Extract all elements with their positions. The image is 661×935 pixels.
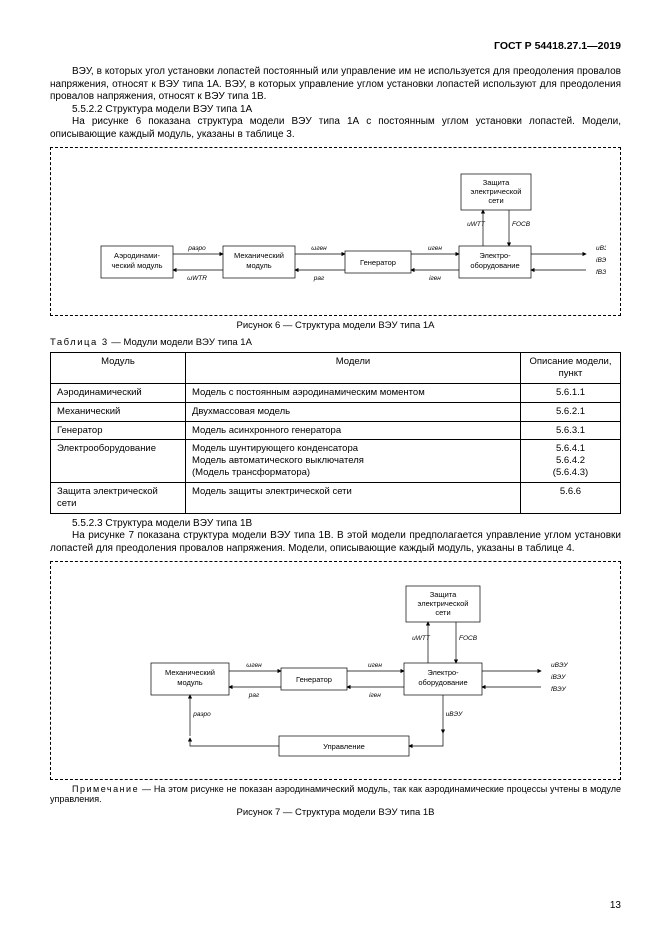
- fig6-gen: Генератор: [360, 258, 396, 267]
- table-3: Модуль Модели Описание модели, пункт Аэр…: [50, 352, 621, 514]
- fig7-mech-1: Механический: [165, 668, 215, 677]
- para-2: 5.5.2.2 Структура модели ВЭУ типа 1А: [50, 104, 621, 117]
- fig6-prot-1: Защита: [482, 178, 509, 187]
- fig7-prot-3: сети: [435, 608, 450, 617]
- fig7-gen: Генератор: [296, 675, 332, 684]
- fig6-mech-1: Механический: [234, 251, 284, 260]
- fig6-sig-9: uВЭУ: [596, 245, 606, 252]
- fig7-sig-9: fВЭУ: [551, 686, 567, 693]
- table-3-h1: Модуль: [51, 353, 186, 384]
- fig6-sig-10: iВЭУ: [596, 257, 606, 264]
- fig6-aero-1: Аэродинами-: [114, 251, 160, 260]
- doc-header: ГОСТ Р 54418.27.1—2019: [50, 40, 621, 52]
- fig6-aero-2: ческий модуль: [111, 261, 162, 270]
- fig6-prot-2: электрической: [470, 187, 521, 196]
- fig6-sig-7: uWTT: [467, 221, 486, 228]
- para-3: На рисунке 6 показана структура модели В…: [50, 116, 621, 141]
- page: ГОСТ Р 54418.27.1—2019 ВЭУ, в которых уг…: [0, 0, 661, 935]
- fig7-sig-5: uWTT: [412, 635, 431, 642]
- fig7-sig-1: ωген: [246, 662, 262, 669]
- fig6-elec-1: Электро-: [479, 251, 511, 260]
- fig6-sig-3: ωген: [311, 245, 327, 252]
- fig6-sig-6: iген: [429, 275, 441, 282]
- figure-7-note: Примечание — На этом рисунке не показан …: [50, 784, 621, 804]
- table-row: Аэродинамический Модель с постоянным аэр…: [51, 383, 621, 402]
- fig6-sig-8: FOCB: [511, 221, 530, 228]
- figure-7: Механический модуль Генератор Электро- о…: [50, 561, 621, 780]
- fig7-sig-10: pаэро: [192, 711, 211, 718]
- fig7-sig-11: uВЭУ: [445, 711, 462, 718]
- figure-7-caption: Рисунок 7 — Структура модели ВЭУ типа 1В: [50, 807, 621, 818]
- fig6-mech-2: модуль: [246, 261, 272, 270]
- intro-block: ВЭУ, в которых угол установки лопастей п…: [50, 66, 621, 141]
- figure-6: Аэродинами- ческий модуль Механический м…: [50, 147, 621, 316]
- page-number: 13: [610, 900, 621, 911]
- table-row: Генератор Модель асинхронного генератора…: [51, 421, 621, 440]
- fig7-sig-7: uВЭУ: [551, 662, 568, 669]
- fig7-prot-1: Защита: [429, 590, 456, 599]
- fig7-prot-2: электрической: [417, 599, 468, 608]
- table-3-title-rest: — Модули модели ВЭУ типа 1А: [109, 337, 252, 348]
- table-row: Механический Двухмассовая модель 5.6.2.1: [51, 402, 621, 421]
- table-3-h2: Модели: [186, 353, 521, 384]
- fig7-elec-1: Электро-: [427, 668, 459, 677]
- table-row: Электрооборудование Модель шунтирующего …: [51, 440, 621, 483]
- table-3-h3: Описание модели, пункт: [521, 353, 621, 384]
- figure-6-caption: Рисунок 6 — Структура модели ВЭУ типа 1А: [50, 320, 621, 331]
- fig6-sig-5: uген: [428, 245, 442, 252]
- fig6-elec-2: оборудование: [470, 261, 519, 270]
- fig6-sig-11: fВЭУ: [596, 269, 606, 276]
- fig7-sig-2: pаг: [247, 692, 259, 699]
- fig7-elec-2: оборудование: [418, 678, 467, 687]
- para-1: ВЭУ, в которых угол установки лопастей п…: [50, 66, 621, 104]
- fig6-sig-1: pаэро: [187, 245, 206, 252]
- table-3-title: Таблица 3 — Модули модели ВЭУ типа 1А: [50, 337, 621, 348]
- fig6-sig-2: ωWTR: [187, 275, 207, 282]
- para-5: На рисунке 7 показана структура модели В…: [50, 530, 621, 555]
- table-3-title-lead: Таблица 3: [50, 337, 109, 348]
- fig6-prot-3: сети: [488, 196, 503, 205]
- block-1b: 5.5.2.3 Структура модели ВЭУ типа 1В На …: [50, 518, 621, 556]
- fig7-sig-6: FOCB: [458, 635, 477, 642]
- fig7-ctrl: Управление: [323, 742, 365, 751]
- para-4: 5.5.2.3 Структура модели ВЭУ типа 1В: [50, 518, 621, 531]
- figure-7-note-lead: Примечание: [72, 784, 139, 794]
- fig7-sig-8: iВЭУ: [551, 674, 566, 681]
- fig7-sig-3: uген: [368, 662, 382, 669]
- fig6-sig-4: pаг: [312, 275, 324, 282]
- table-row: Защита электрической сети Модель защиты …: [51, 483, 621, 514]
- fig7-mech-2: модуль: [177, 678, 203, 687]
- fig7-sig-4: iген: [369, 692, 381, 699]
